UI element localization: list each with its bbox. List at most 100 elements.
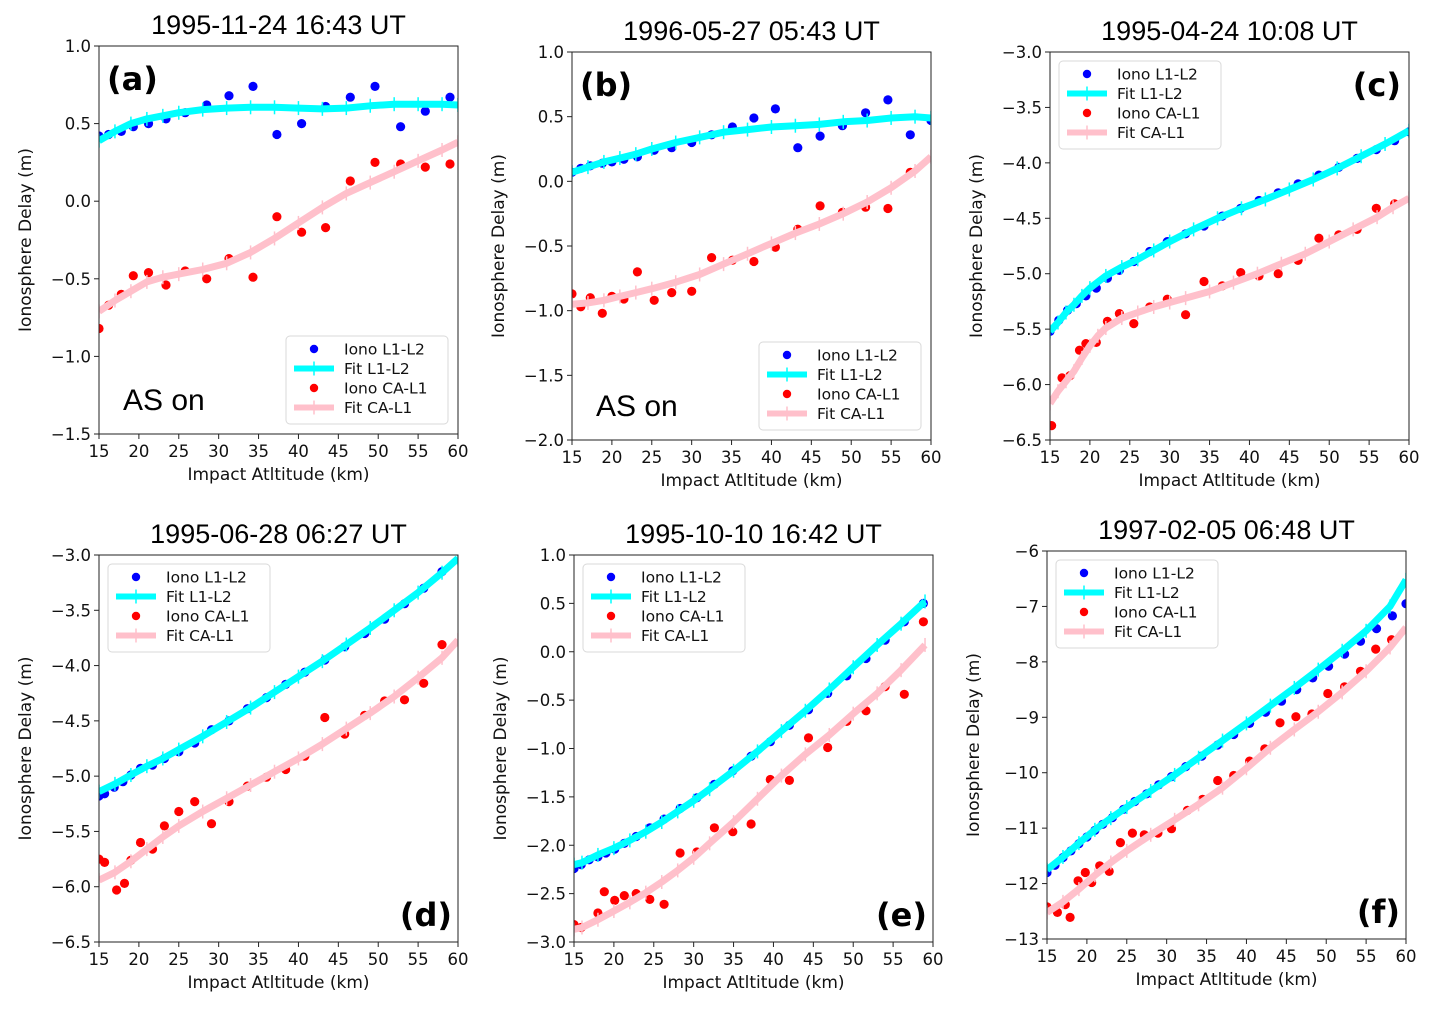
- panel-e: 1995-10-10 16:42 UT 15 20 25 30 35 40 45 50 55 60 I…: [491, 519, 944, 993]
- legend-entry: Fit CA-L1: [294, 399, 412, 417]
- data-point: [420, 106, 430, 116]
- plot-series: [572, 95, 931, 318]
- data-point: [1065, 912, 1075, 923]
- y-tick-label: −10: [1004, 764, 1039, 783]
- data-point: [1115, 838, 1125, 848]
- x-axis: 15 20 25 30 35 40 45 50 55 60 Impact Atltitude (km…: [564, 942, 944, 993]
- y-tick-label: −5.0: [1002, 265, 1042, 284]
- x-tick-label: 50: [368, 442, 389, 461]
- x-tick-label: 45: [1279, 448, 1300, 467]
- panel-c: 1995-04-24 10:08 UT 15 20 25 30 35 40 45 50 55 60 I…: [967, 16, 1420, 491]
- legend-label: Iono CA-L1: [344, 380, 427, 398]
- legend-box: [582, 563, 746, 653]
- data-point: [1129, 319, 1139, 329]
- data-point: [610, 895, 620, 906]
- data-point: [645, 894, 655, 905]
- data-point: [899, 689, 909, 699]
- legend-label: Fit CA-L1: [166, 627, 234, 645]
- data-point: [1275, 718, 1285, 728]
- y-tick-label: −0.5: [51, 270, 91, 289]
- y-tick-label: 1.0: [540, 546, 566, 565]
- x-tick-label: 60: [448, 950, 469, 969]
- y-tick-label: −3.0: [51, 546, 91, 565]
- x-tick-label: 45: [801, 448, 822, 467]
- x-axis-label: Impact Atltitude (km): [660, 471, 842, 491]
- series-fit-ca-l1: [99, 633, 458, 888]
- x-tick-label: 25: [168, 442, 189, 461]
- data-point: [815, 131, 825, 141]
- x-tick-label: 50: [841, 448, 862, 467]
- data-point: [297, 119, 307, 129]
- data-point: [248, 272, 258, 282]
- y-tick-label: −6.5: [51, 933, 91, 952]
- x-tick-label: 35: [1199, 448, 1220, 467]
- data-point: [206, 819, 217, 829]
- fit-line: [1047, 625, 1406, 916]
- data-point: [272, 212, 282, 222]
- legend-label: Fit CA-L1: [1117, 124, 1185, 142]
- legend-marker-dot: [782, 389, 792, 399]
- legend-entry: Iono CA-L1: [606, 608, 724, 626]
- data-point: [1050, 421, 1057, 431]
- x-tick-label: 45: [803, 950, 824, 969]
- legend-label: Fit CA-L1: [817, 405, 885, 423]
- data-point: [749, 113, 759, 123]
- x-tick-label: 60: [1396, 947, 1417, 966]
- legend-box: [1055, 559, 1219, 649]
- data-point: [224, 91, 234, 101]
- y-tick-label: −1.5: [51, 425, 91, 444]
- x-axis-label: Impact Atltitude (km): [187, 973, 369, 993]
- legend-marker-dot: [1079, 607, 1089, 617]
- data-point: [770, 104, 781, 114]
- legend-label: Fit L1-L2: [1117, 85, 1183, 103]
- y-tick-label: −1.5: [524, 366, 564, 385]
- y-tick-label: 0.5: [540, 594, 566, 613]
- x-tick-label: 15: [564, 950, 585, 969]
- legend-label: Iono CA-L1: [166, 608, 249, 626]
- y-tick-label: −11: [1004, 819, 1039, 838]
- legend-label: Iono L1-L2: [817, 347, 898, 365]
- plot-series: [99, 81, 458, 334]
- data-point: [597, 308, 607, 318]
- x-tick-label: 20: [128, 442, 149, 461]
- data-point: [793, 143, 803, 153]
- x-tick-label: 20: [601, 448, 622, 467]
- x-tick-label: 15: [89, 442, 110, 461]
- data-point: [632, 267, 643, 277]
- series-fit-l1-l2: [1050, 123, 1409, 339]
- data-point: [272, 129, 282, 140]
- x-tick-label: 55: [1359, 448, 1380, 467]
- x-tick-label: 15: [562, 448, 583, 467]
- y-axis: −1.5 −1.0 −0.5 0.0 0.5 1.0 Ionosphere Delay (m…: [16, 37, 99, 444]
- x-tick-label: 50: [368, 950, 389, 969]
- x-tick-label: 20: [128, 950, 149, 969]
- y-tick-label: −2.5: [526, 885, 566, 904]
- series-fit-ca-l1: [1047, 620, 1406, 920]
- series-fit-l1-l2: [1047, 572, 1406, 877]
- x-axis: 15 20 25 30 35 40 45 50 55 60 Impact Atltitude (km…: [89, 434, 469, 485]
- plot-series: [99, 555, 458, 895]
- y-tick-label: 0.0: [540, 643, 566, 662]
- y-tick-label: −4.5: [51, 712, 91, 731]
- x-tick-label: 40: [288, 950, 309, 969]
- panel-title: 1995-06-28 06:27 UT: [150, 519, 407, 549]
- data-point: [803, 733, 814, 743]
- data-point: [572, 289, 577, 299]
- x-tick-label: 40: [1239, 448, 1260, 467]
- data-point: [1213, 775, 1223, 786]
- data-point: [1323, 688, 1333, 699]
- axes-frame: [98, 45, 459, 435]
- data-point: [1073, 876, 1083, 886]
- legend-entry: Fit CA-L1: [1067, 124, 1185, 142]
- x-tick-label: 30: [1156, 947, 1177, 966]
- legend-entry: Iono L1-L2: [1082, 66, 1198, 84]
- x-tick-label: 60: [921, 448, 942, 467]
- data-point: [112, 885, 122, 895]
- x-axis-label: Impact Atltitude (km): [662, 973, 844, 993]
- panel-letter: (c): [1353, 66, 1401, 104]
- y-axis: −6.5 −6.0 −5.5 −5.0 −4.5 −4.0 −3.5 −3.0 Ionosphe…: [967, 43, 1050, 450]
- data-point: [174, 806, 184, 817]
- y-axis-label: Ionosphere Delay (m): [489, 154, 509, 338]
